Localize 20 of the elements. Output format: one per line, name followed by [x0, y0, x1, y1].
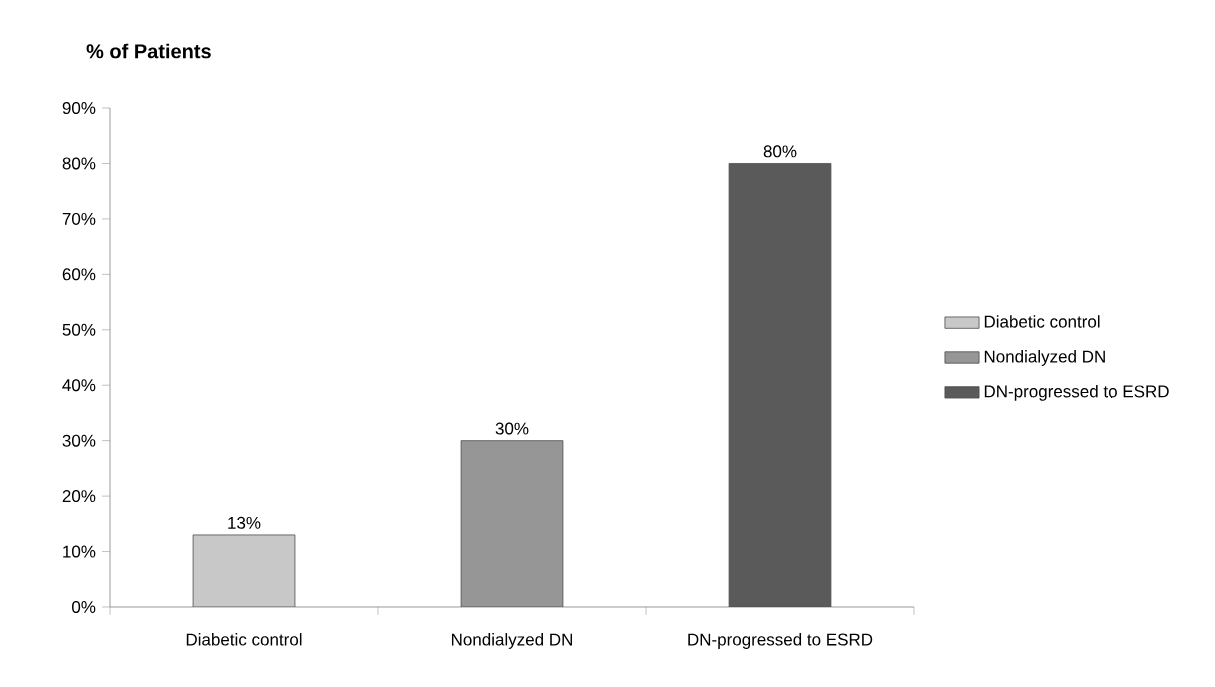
x-tick-label: Diabetic control	[186, 633, 302, 646]
y-tick-label: 20%	[62, 490, 96, 503]
y-tick-label: 10%	[63, 545, 96, 558]
y-tick-label: 40%	[62, 379, 96, 392]
x-tick-label: Nondialyzed DN	[451, 633, 572, 649]
data-label: 13%	[228, 516, 261, 529]
y-tick-label: 70%	[62, 212, 96, 225]
x-tick-label: DN-progressed to ESRD	[688, 633, 873, 649]
y-tick-label: 90%	[62, 102, 96, 115]
legend-label: DN-progressed to ESRD	[984, 384, 1169, 401]
y-axis-title: % of Patients	[86, 43, 211, 59]
data-label: 80%	[763, 145, 797, 158]
legend-label: Diabetic control	[984, 315, 1100, 328]
y-tick-label: 0%	[72, 600, 96, 614]
y-tick-label: 60%	[62, 268, 96, 281]
y-tick-label: 30%	[62, 434, 96, 447]
data-label: 30%	[495, 422, 529, 435]
y-tick-label: 50%	[62, 323, 96, 336]
y-tick-label: 80%	[62, 157, 96, 170]
legend-label: Nondialyzed DN	[984, 350, 1105, 366]
